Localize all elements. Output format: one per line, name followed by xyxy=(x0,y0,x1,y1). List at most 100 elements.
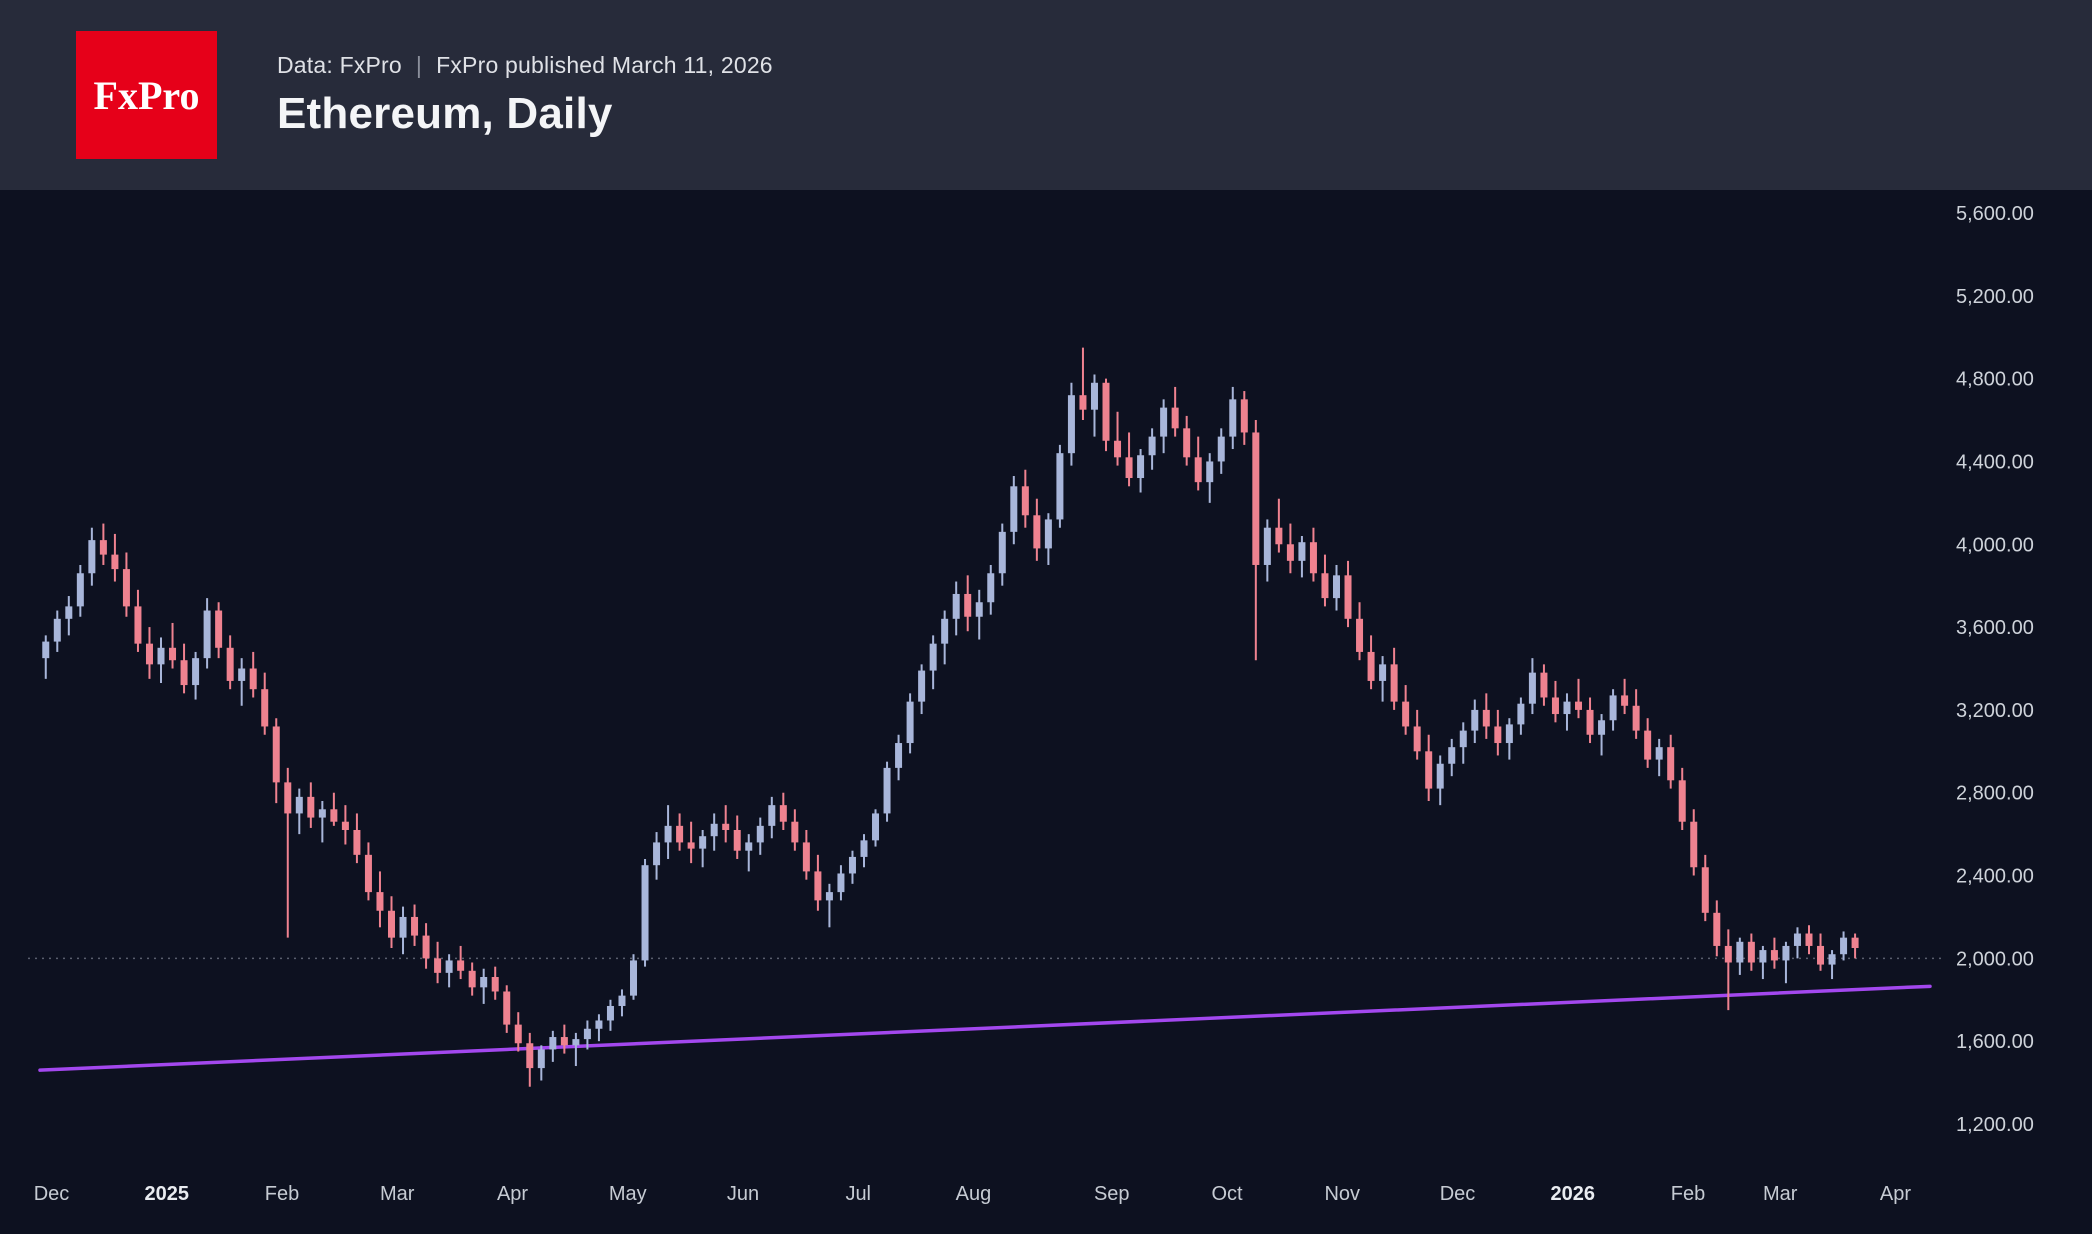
candle-body xyxy=(1678,780,1686,822)
y-axis-label: 5,600.00 xyxy=(1956,203,2034,225)
candle-body xyxy=(457,960,465,971)
candle-body xyxy=(975,602,983,617)
candle-body xyxy=(1436,763,1444,789)
candle-body xyxy=(1517,703,1525,725)
candle-body xyxy=(1344,575,1352,619)
candle-body xyxy=(353,829,361,855)
candle-body xyxy=(1137,455,1145,479)
candle-body xyxy=(1632,705,1640,731)
candle-body xyxy=(618,995,626,1006)
candle-body xyxy=(1448,747,1456,764)
candle-body xyxy=(1286,544,1294,561)
candle-body xyxy=(549,1037,557,1050)
fxpro-logo: FxPro xyxy=(76,31,217,159)
candle-body xyxy=(1494,726,1502,744)
y-axis-label: 2,800.00 xyxy=(1956,783,2034,805)
x-axis: Dec 2025 Feb Mar Apr May Jun Jul Aug Sep Oct Nov Dec… xyxy=(34,1183,1912,1205)
candle-body xyxy=(941,618,949,644)
candle-body xyxy=(1010,486,1018,532)
candle-body xyxy=(1321,573,1329,599)
candle-body xyxy=(883,767,891,814)
candle-body xyxy=(295,796,303,814)
candle-body xyxy=(1747,941,1755,963)
candle-body xyxy=(606,1005,614,1021)
candle-body xyxy=(779,805,787,822)
y-axis-label: 2,400.00 xyxy=(1956,866,2034,888)
candle-body xyxy=(445,960,453,973)
candle-body xyxy=(1114,440,1122,458)
candle-body xyxy=(860,840,868,857)
candle-body xyxy=(872,813,880,841)
x-axis-label: May xyxy=(609,1183,647,1205)
candle-body xyxy=(526,1043,534,1069)
candle-body xyxy=(1505,724,1513,744)
candle-body xyxy=(699,836,707,849)
candle-body xyxy=(1021,486,1029,516)
candle-body xyxy=(307,796,315,818)
x-axis-label: Aug xyxy=(956,1183,992,1205)
candle-body xyxy=(1828,954,1836,965)
candle-body xyxy=(1805,933,1813,946)
candle-body xyxy=(1171,407,1179,429)
candle-body xyxy=(756,825,764,843)
candle-body xyxy=(1655,747,1663,760)
candle-body xyxy=(1609,695,1617,721)
candle-body xyxy=(376,892,384,911)
candle-body xyxy=(364,854,372,893)
candle-body xyxy=(318,809,326,818)
candle-body xyxy=(1724,945,1732,963)
candle-body xyxy=(192,658,200,686)
candle-body xyxy=(664,825,672,843)
candle-body xyxy=(42,641,50,659)
candle-body xyxy=(1793,933,1801,946)
candle-body xyxy=(180,660,188,686)
candle-body xyxy=(1759,950,1767,963)
candle-body xyxy=(1621,695,1629,706)
chart-source-line: Data: FxPro | FxPro published March 11, 20… xyxy=(277,52,773,79)
candle-body xyxy=(1102,382,1110,441)
candle-body xyxy=(1402,701,1410,727)
x-axis-label: Mar xyxy=(1763,1183,1798,1205)
candle-body xyxy=(514,1024,522,1044)
candle-body xyxy=(722,823,730,830)
support-trendline xyxy=(38,984,1932,1072)
x-axis-label: Feb xyxy=(1671,1183,1705,1205)
candle-body xyxy=(1183,428,1191,458)
candle-body xyxy=(491,976,499,992)
candle-body xyxy=(399,916,407,938)
candle-body xyxy=(53,618,61,642)
candle-body xyxy=(468,970,476,988)
candle-body xyxy=(1194,457,1202,483)
candle-body xyxy=(1598,720,1606,735)
candle-body xyxy=(998,531,1006,574)
candle-body xyxy=(791,821,799,843)
chart-area: 5,600.00 5,200.00 4,800.00 4,400.00 4,000.00… xyxy=(0,190,2092,1234)
candle-body xyxy=(145,643,153,665)
y-axis-label: 5,200.00 xyxy=(1956,286,2034,308)
x-axis-label: Apr xyxy=(497,1183,528,1205)
candle-body xyxy=(111,554,119,570)
candle-body xyxy=(226,647,234,681)
candle-body xyxy=(537,1049,545,1069)
y-axis-label: 4,800.00 xyxy=(1956,369,2034,391)
candle-body xyxy=(1540,672,1548,698)
candle-body xyxy=(480,976,488,988)
candle-body xyxy=(1217,436,1225,462)
candle-body xyxy=(1471,709,1479,731)
candle-body xyxy=(1840,937,1848,955)
candle-body xyxy=(1067,395,1075,454)
candle-body xyxy=(99,540,107,555)
candle-body xyxy=(434,958,442,973)
candle-body xyxy=(65,606,73,619)
x-axis-label: Dec xyxy=(34,1183,70,1205)
candle-body xyxy=(848,856,856,874)
x-axis-label: Sep xyxy=(1094,1183,1130,1205)
candle-body xyxy=(215,610,223,648)
candle-body xyxy=(330,809,338,822)
candle-body xyxy=(1851,937,1859,949)
candle-body xyxy=(733,829,741,851)
candles-layer xyxy=(42,347,1859,1087)
x-axis-label: Jun xyxy=(727,1183,759,1205)
candle-body xyxy=(261,689,269,727)
candle-body xyxy=(1459,730,1467,748)
